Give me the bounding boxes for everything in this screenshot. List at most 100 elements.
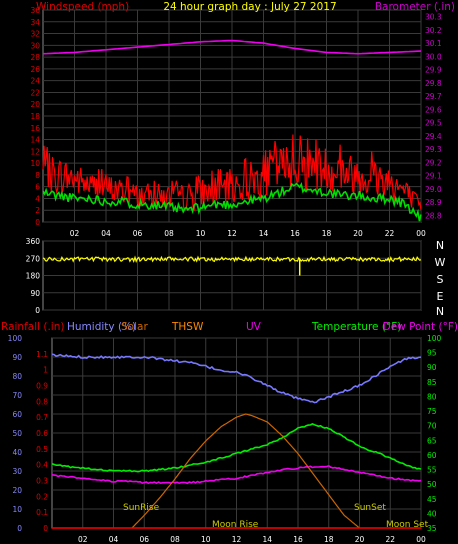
direction-tick-label: 360 xyxy=(26,237,41,246)
barometer-tick-label: 29.7 xyxy=(425,92,442,101)
barometer-tick-label: 28.8 xyxy=(425,211,442,220)
windspeed-tick-label: 14 xyxy=(30,136,40,145)
compass-n-top: N xyxy=(436,239,444,252)
wind-gust-line xyxy=(42,134,422,212)
temperature-tick-label: 65 xyxy=(427,436,437,445)
temp-series-group xyxy=(51,353,422,529)
legend-solar: Solar xyxy=(121,321,148,333)
wind-grid xyxy=(43,9,422,223)
moonrise-annotation: Moon Rise xyxy=(212,520,259,530)
direction-tick-label: 0 xyxy=(35,306,40,315)
rainfall-tick-label: 0 xyxy=(43,524,48,533)
wind-series-group xyxy=(42,39,422,222)
wind-time-tick-label: 08 xyxy=(164,229,174,238)
barometer-tick-label: 29.8 xyxy=(425,79,442,88)
temp-time-tick-label: 14 xyxy=(262,535,272,544)
wind-time-tick-label: 14 xyxy=(259,229,269,238)
windspeed-tick-label: 24 xyxy=(30,77,40,86)
windspeed-tick-label: 16 xyxy=(30,124,40,133)
solar-line xyxy=(131,413,360,529)
temperature-tick-label: 80 xyxy=(427,392,437,401)
temp-time-tick-label: 08 xyxy=(170,535,180,544)
direction-tick-label: 90 xyxy=(30,289,40,298)
windspeed-tick-label: 4 xyxy=(35,194,40,203)
compass-s: S xyxy=(437,273,444,286)
legend-dewpoint: Dew Point (°F) xyxy=(383,321,458,333)
direction-axis-ticks: 0 90 180 270 360 xyxy=(26,237,41,315)
legend-temperature: Temperature (°F) xyxy=(311,321,401,333)
legend-rainfall: Rainfall (.in) xyxy=(1,321,64,333)
humidity-tick-label: 90 xyxy=(12,353,22,362)
windspeed-tick-label: 2 xyxy=(35,206,40,215)
windspeed-tick-label: 0 xyxy=(35,218,40,227)
temp-time-tick-label: 12 xyxy=(232,535,242,544)
barometer-tick-label: 29.2 xyxy=(425,158,442,167)
temperature-tick-label: 70 xyxy=(427,422,437,431)
wind-time-axis-ticks: 02 04 06 08 10 12 14 16 18 20 22 00 xyxy=(70,229,426,238)
graph-title: 24 hour graph day : July 27 2017 xyxy=(163,1,336,13)
wind-direction-line xyxy=(42,255,422,263)
humidity-axis-ticks: 0 10 20 30 40 50 60 70 80 90 100 xyxy=(8,334,23,533)
rainfall-tick-label: 0.5 xyxy=(36,445,48,454)
wind-time-tick-label: 10 xyxy=(196,229,206,238)
sunrise-annotation: SunRise xyxy=(123,503,160,513)
rain-temp-panel: 0 0.1 0.2 0.3 0.4 0.5 0.6 0.7 0.8 0.9 1 1.1 0 10 20 30… xyxy=(1,321,458,544)
temperature-tick-label: 60 xyxy=(427,451,437,460)
humidity-tick-label: 20 xyxy=(12,486,22,495)
windspeed-axis-label: Windspeed (mph) xyxy=(36,1,129,13)
rainfall-tick-label: 0.4 xyxy=(36,461,48,470)
wind-time-tick-label: 04 xyxy=(101,229,111,238)
direction-grid xyxy=(43,240,422,311)
barometer-tick-label: 30.1 xyxy=(425,39,442,48)
barometer-tick-label: 29.4 xyxy=(425,132,442,141)
humidity-tick-label: 50 xyxy=(12,429,22,438)
windspeed-tick-label: 30 xyxy=(30,41,40,50)
temp-time-tick-label: 06 xyxy=(139,535,149,544)
windspeed-tick-label: 20 xyxy=(30,100,40,109)
windspeed-tick-label: 8 xyxy=(35,171,40,180)
rainfall-tick-label: 0.8 xyxy=(36,397,48,406)
humidity-tick-label: 10 xyxy=(12,505,22,514)
dewpoint-line xyxy=(51,465,422,485)
temp-time-tick-label: 18 xyxy=(324,535,334,544)
legend-thsw: THSW xyxy=(171,321,204,333)
wind-time-tick-label: 16 xyxy=(290,229,300,238)
wind-time-tick-label: 20 xyxy=(353,229,363,238)
temp-time-tick-label: 16 xyxy=(293,535,303,544)
legend-humidity: Humidity (%) xyxy=(67,321,136,333)
compass-w: W xyxy=(435,256,446,269)
temp-time-tick-label: 02 xyxy=(78,535,88,544)
barometer-tick-label: 30.0 xyxy=(425,52,442,61)
rainfall-tick-label: 1 xyxy=(43,366,48,375)
barometer-line xyxy=(42,39,422,55)
windspeed-tick-label: 22 xyxy=(30,88,40,97)
temp-grid xyxy=(52,337,422,529)
compass-e: E xyxy=(437,290,444,303)
barometer-tick-label: 29.3 xyxy=(425,145,442,154)
temperature-tick-label: 55 xyxy=(427,466,437,475)
temp-time-tick-label: 00 xyxy=(416,535,426,544)
temp-time-tick-label: 04 xyxy=(109,535,119,544)
barometer-tick-label: 28.9 xyxy=(425,198,442,207)
humidity-tick-label: 0 xyxy=(17,524,22,533)
temp-time-tick-label: 20 xyxy=(355,535,365,544)
windspeed-tick-label: 10 xyxy=(30,159,40,168)
rainfall-tick-label: 0.2 xyxy=(36,492,48,501)
humidity-tick-label: 60 xyxy=(12,410,22,419)
wind-time-tick-label: 22 xyxy=(385,229,395,238)
moonset-annotation: Moon Set xyxy=(386,520,429,530)
windspeed-tick-label: 32 xyxy=(30,30,40,39)
wind-time-tick-label: 00 xyxy=(416,229,426,238)
temp-time-axis-ticks: 02 04 06 08 10 12 14 16 18 20 22 00 xyxy=(78,535,426,544)
windspeed-tick-label: 28 xyxy=(30,53,40,62)
barometer-tick-label: 29.9 xyxy=(425,66,442,75)
wind-time-tick-label: 02 xyxy=(70,229,80,238)
wind-direction-panel: 0 90 180 270 360 N W S E N xyxy=(26,237,446,318)
rainfall-tick-label: 0.3 xyxy=(36,477,48,486)
wind-time-tick-label: 18 xyxy=(322,229,332,238)
rainfall-axis-ticks: 0 0.1 0.2 0.3 0.4 0.5 0.6 0.7 0.8 0.9 1 1.1 xyxy=(36,350,48,533)
rainfall-tick-label: 0.7 xyxy=(36,413,48,422)
